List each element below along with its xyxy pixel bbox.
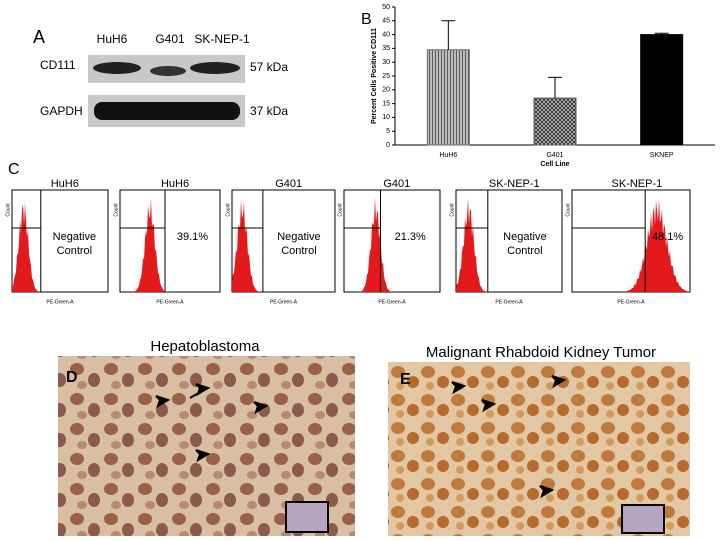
x-axis-label: PE-Green-A: [378, 299, 406, 305]
y-tick-label: 5: [386, 128, 390, 135]
histogram-note: 39.1%: [176, 231, 209, 243]
histogram: [12, 203, 108, 292]
bar: [640, 34, 684, 146]
panel-label: A: [33, 27, 45, 47]
histogram-frame: [119, 189, 221, 293]
image-title: Malignant Rhabdoid Kidney Tumor: [426, 344, 656, 361]
y-tick-label: 15: [382, 100, 390, 107]
y-tick-label: 40: [382, 31, 390, 38]
bar: [426, 49, 470, 146]
y-axis-label: Count: [5, 203, 11, 217]
x-axis-label: PE-Green-A: [46, 299, 74, 305]
histogram-title: SK-NEP-1: [489, 178, 540, 190]
y-tick-label: 35: [382, 45, 390, 52]
lane-label: G401: [155, 32, 185, 46]
size-label: 37 kDa: [250, 104, 288, 118]
inset: [621, 504, 665, 534]
x-axis-label: PE-Green-A: [156, 299, 184, 305]
panel-label: B: [361, 11, 372, 28]
y-tick-label: 20: [382, 87, 390, 94]
y-axis-label: Count: [337, 203, 343, 217]
y-tick-label: 45: [382, 18, 390, 25]
band: [94, 102, 240, 120]
inset: [285, 501, 329, 533]
arrows: [155, 383, 269, 463]
band: [150, 66, 186, 76]
histogram-note: 48.1%: [651, 231, 684, 243]
y-tick-label: 0: [386, 142, 390, 149]
lane-label: SK-NEP-1: [194, 32, 250, 46]
histogram-note: Negative Control: [277, 231, 321, 257]
x-axis-label: PE-Green-A: [270, 299, 298, 305]
histogram: [120, 198, 220, 292]
y-axis-label: Count: [449, 203, 455, 217]
lane-label: HuH6: [97, 32, 128, 46]
y-axis-label: Percent Cells Positive CD111: [371, 28, 378, 124]
x-tick-label: G401: [546, 152, 563, 159]
x-tick-label: SKNEP: [650, 152, 674, 159]
histogram-note: 21.3%: [394, 231, 426, 243]
histogram: [456, 198, 562, 292]
panel-label: C: [8, 161, 20, 178]
y-tick-label: 25: [382, 73, 390, 80]
y-tick-label: 50: [382, 4, 390, 11]
image-title: Hepatoblastoma: [150, 338, 260, 355]
panel-label: D: [66, 369, 78, 386]
histogram-frame: [343, 189, 441, 293]
error-bar: [654, 32, 669, 35]
histogram-title: HuH6: [161, 178, 189, 190]
panel-label: E: [400, 371, 411, 388]
row-label: CD111: [40, 58, 76, 72]
histogram: [232, 199, 335, 292]
size-label: 57 kDa: [250, 60, 288, 74]
y-tick-label: 30: [382, 59, 390, 66]
histogram-frame: [231, 189, 336, 293]
x-axis-label: PE-Green-A: [495, 299, 523, 305]
histogram-title: G401: [383, 178, 410, 190]
band: [190, 62, 240, 74]
y-axis-label: Count: [565, 203, 571, 217]
histogram-note: Negative Control: [52, 231, 97, 257]
histogram-note: Negative Control: [503, 231, 547, 257]
error-bar: [548, 76, 562, 99]
error-bar: [441, 20, 456, 50]
x-axis-label: PE-Green-A: [617, 299, 645, 305]
arrows: [451, 375, 567, 499]
histogram-title: HuH6: [51, 178, 79, 190]
band: [93, 62, 141, 74]
histogram-title: G401: [275, 178, 302, 190]
y-tick-label: 10: [382, 114, 390, 121]
histogram-title: SK-NEP-1: [612, 178, 663, 190]
x-tick-label: HuH6: [439, 152, 457, 159]
row-label: GAPDH: [40, 104, 83, 118]
y-axis-label: Count: [113, 203, 119, 217]
x-axis-label: Cell Line: [540, 161, 569, 168]
bar: [533, 97, 577, 146]
histogram: [572, 198, 690, 292]
y-axis-label: Count: [225, 203, 231, 217]
